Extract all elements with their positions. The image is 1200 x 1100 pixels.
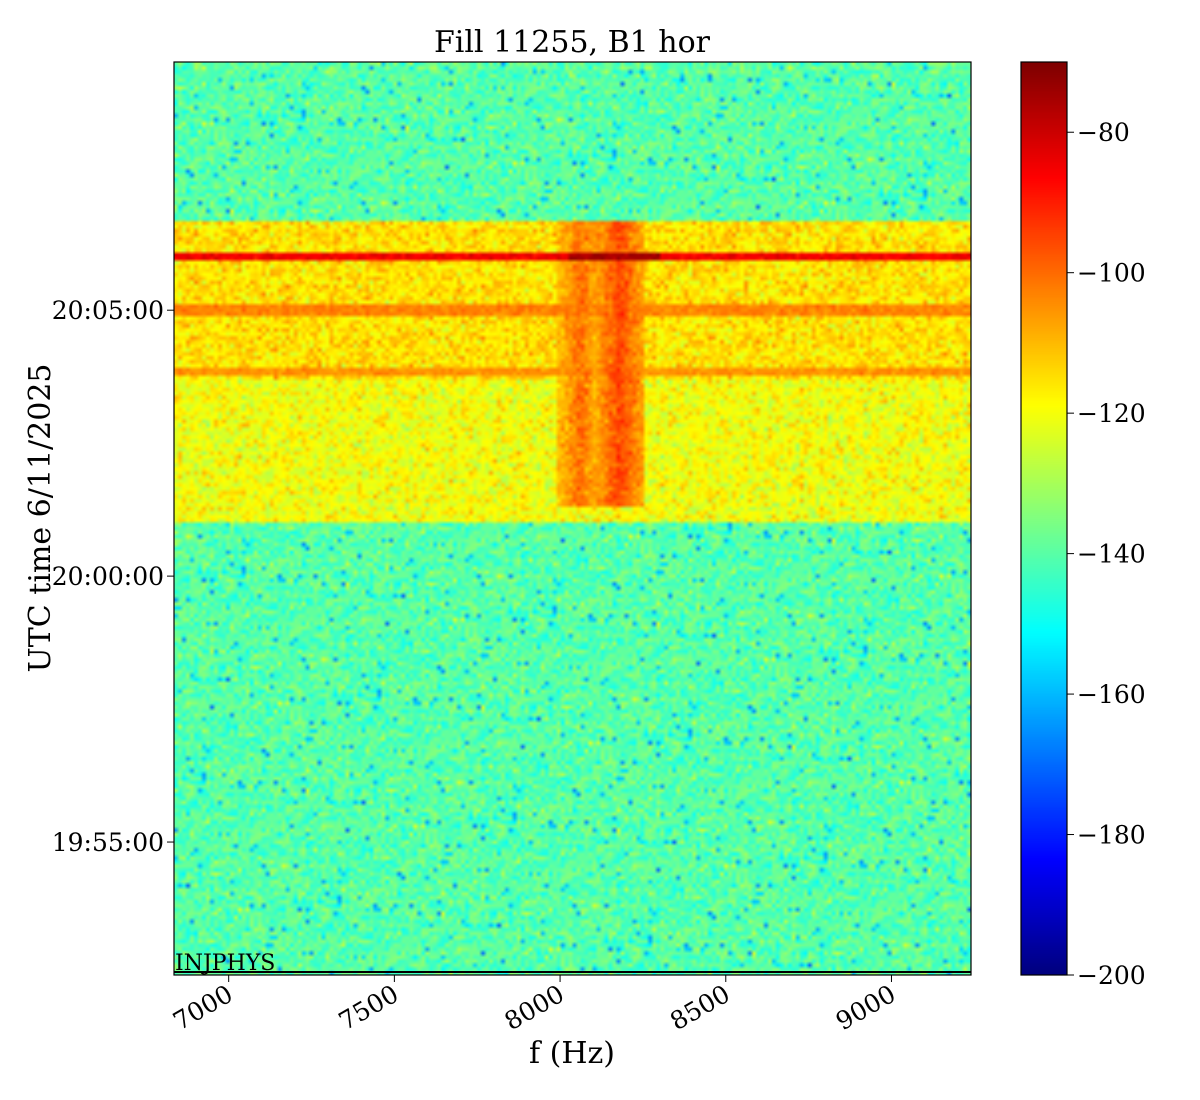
plot-frame: [173, 61, 972, 976]
colorbar-tick-label: −140: [1077, 540, 1146, 569]
annotation-layer: INJPHYS: [174, 951, 971, 976]
y-axis: 19:55:00 20:00:00 20:05:00: [52, 296, 174, 857]
x-tick-label: 7000: [168, 979, 238, 1036]
y-axis-label: UTC time 6/11/2025: [23, 364, 58, 673]
x-tick-label: 7500: [334, 979, 404, 1036]
colorbar: −80 −100 −120 −140 −160 −180 −200: [1020, 61, 1146, 990]
colorbar-tick-label: −80: [1077, 118, 1130, 147]
y-tick-label: 19:55:00: [52, 828, 164, 857]
chart-title: Fill 11255, B1 hor: [434, 25, 711, 60]
colorbar-tick-label: −120: [1077, 399, 1146, 428]
colorbar-frame: [1020, 61, 1068, 976]
x-axis: 7000 7500 8000 8500 9000: [168, 975, 900, 1036]
x-tick-label: 9000: [831, 979, 901, 1036]
colorbar-tick-label: −200: [1077, 961, 1146, 990]
spectrogram-heatmap: [174, 62, 971, 975]
x-tick-label: 8500: [665, 979, 735, 1036]
y-tick-label: 20:05:00: [52, 296, 164, 325]
x-axis-label: f (Hz): [529, 1036, 615, 1071]
colorbar-tick-label: −160: [1077, 680, 1146, 709]
colorbar-tick-label: −100: [1077, 259, 1146, 288]
colorbar-tick-label: −180: [1077, 821, 1146, 850]
x-tick-label: 8000: [499, 979, 569, 1036]
y-tick-label: 20:00:00: [52, 562, 164, 591]
annotation-label: INJPHYS: [175, 951, 275, 976]
colorbar-ticks: −80 −100 −120 −140 −160 −180 −200: [1067, 118, 1146, 990]
